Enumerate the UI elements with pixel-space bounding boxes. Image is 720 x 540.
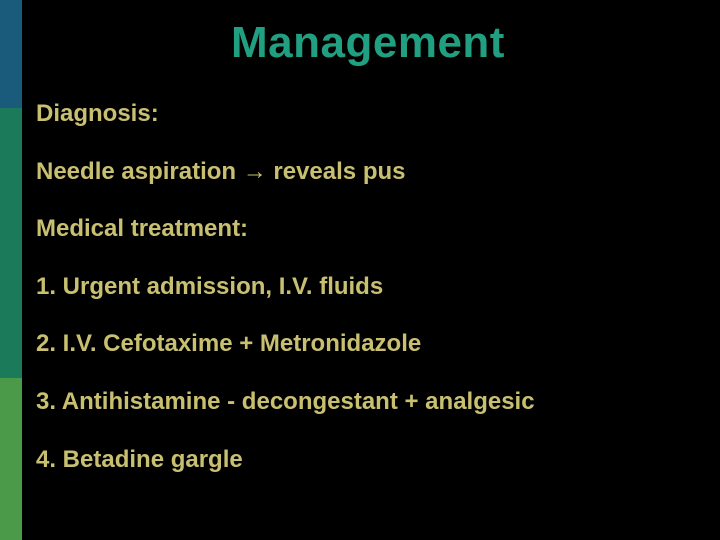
body-line: Needle aspiration → reveals pus	[36, 158, 700, 186]
body-line: Diagnosis:	[36, 100, 700, 128]
sidebar-segment-bot	[0, 378, 22, 540]
body-line: 2. I.V. Cefotaxime + Metronidazole	[36, 330, 700, 358]
body-line: 4. Betadine gargle	[36, 446, 700, 474]
sidebar-accent	[0, 0, 22, 540]
slide-content: Management Diagnosis: Needle aspiration …	[22, 0, 720, 540]
body-line: 3. Antihistamine - decongestant + analge…	[36, 388, 700, 416]
sidebar-segment-top	[0, 0, 22, 108]
body-line: 1. Urgent admission, I.V. fluids	[36, 273, 700, 301]
body-line: Medical treatment:	[36, 215, 700, 243]
slide-title: Management	[36, 18, 700, 68]
sidebar-segment-mid	[0, 108, 22, 378]
